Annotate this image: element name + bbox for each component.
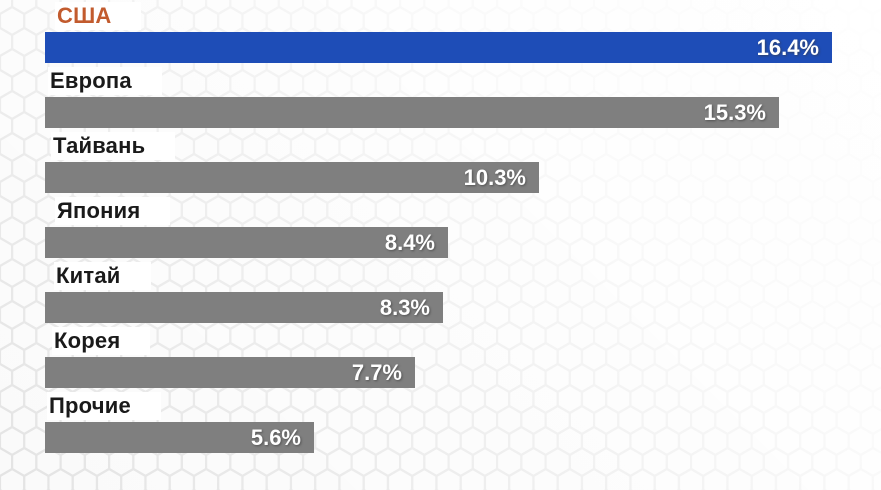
value-label: 10.3% [463, 165, 526, 190]
category-label: Тайвань [51, 132, 176, 160]
bar: 15.3% [45, 97, 779, 128]
category-label: Прочие [47, 392, 161, 420]
bar: 8.3% [45, 292, 443, 323]
bar: 8.4% [45, 227, 448, 258]
value-label: 7.7% [351, 360, 402, 385]
bar: 5.6% [45, 422, 314, 453]
category-label: США [55, 2, 142, 30]
value-label: 8.4% [384, 230, 435, 255]
value-label: 8.3% [379, 295, 430, 320]
category-label: Корея [52, 327, 151, 355]
bar: 7.7% [45, 357, 415, 388]
category-label: Япония [55, 197, 171, 225]
value-label: 5.6% [250, 425, 301, 450]
bar: 16.4% [45, 32, 832, 63]
value-label: 16.4% [756, 35, 819, 60]
category-label: Китай [54, 262, 151, 290]
category-label: Европа [48, 67, 162, 95]
value-label: 15.3% [703, 100, 766, 125]
bar: 10.3% [45, 162, 539, 193]
